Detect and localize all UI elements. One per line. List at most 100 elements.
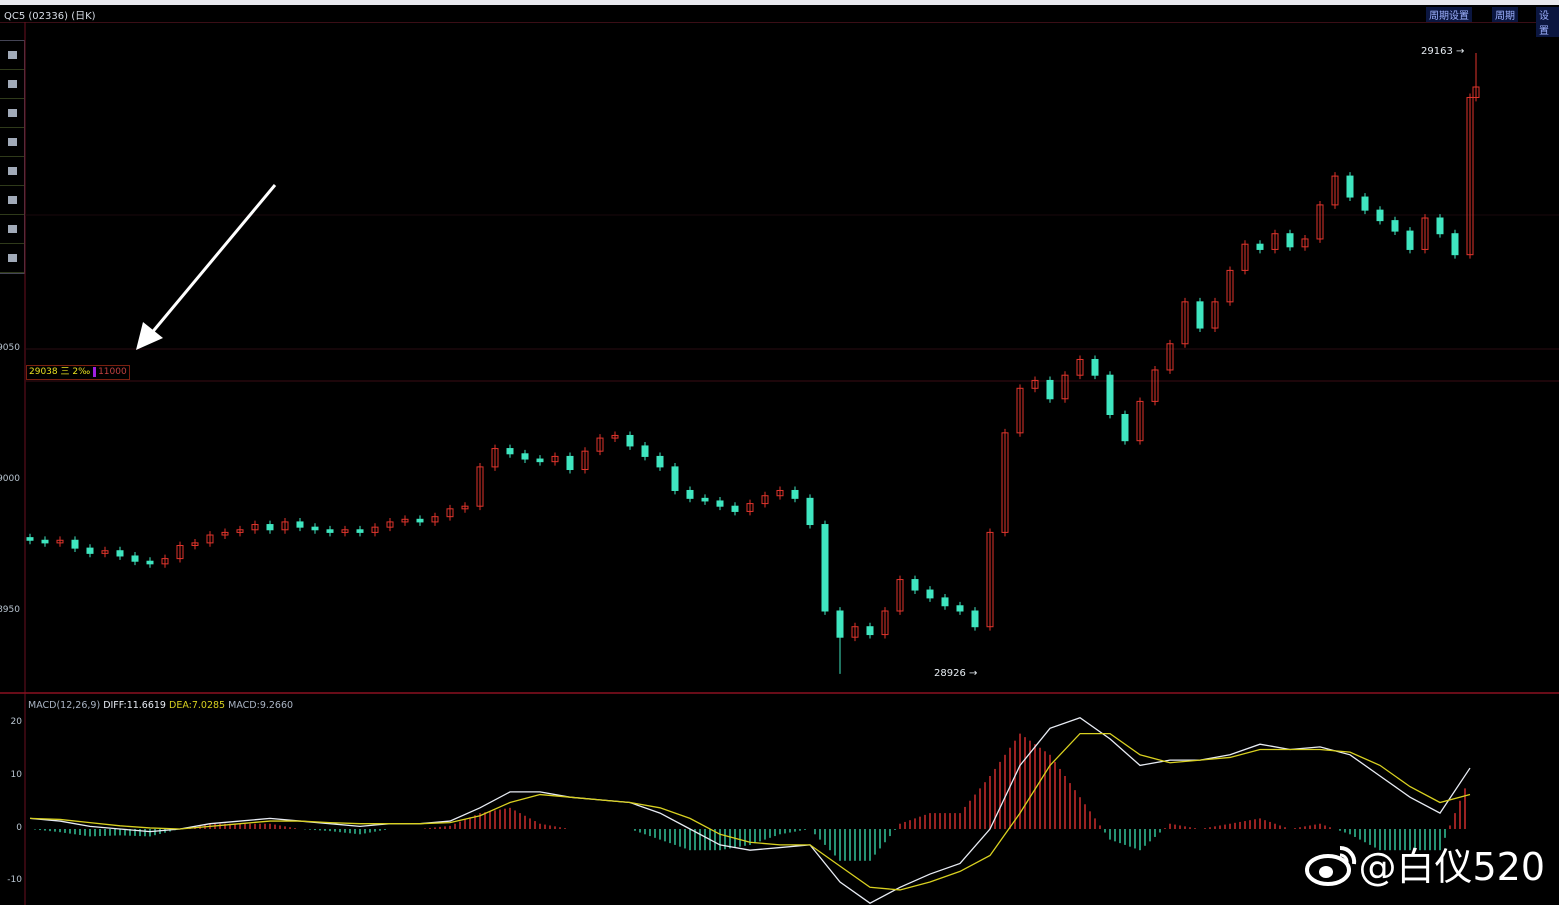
candle-body	[536, 458, 544, 463]
candle-body	[221, 531, 229, 536]
sidebar-tool-button[interactable]	[0, 215, 24, 244]
candle-body	[1271, 233, 1279, 250]
candle-body	[611, 434, 619, 439]
candle-body	[461, 505, 469, 510]
title-bar: QC5 (02336) (日K) 周期设置 周期 设置	[0, 5, 1559, 37]
candle-body	[476, 466, 484, 507]
sidebar-tool-button[interactable]	[0, 41, 24, 70]
candle-body	[56, 539, 64, 544]
candle-body	[836, 610, 844, 638]
sidebar-tool-button[interactable]	[0, 128, 24, 157]
candle-body	[851, 626, 859, 638]
candle-body	[206, 534, 214, 544]
sidebar-tool-button[interactable]	[0, 157, 24, 186]
period-settings-button[interactable]: 周期设置	[1426, 7, 1472, 22]
candle-body	[1076, 358, 1084, 376]
candle-body	[881, 610, 889, 636]
high-value: 29163	[1421, 46, 1453, 57]
sidebar-tool-button[interactable]	[0, 70, 24, 99]
tool-icon	[7, 138, 17, 146]
candle-body	[551, 455, 559, 463]
candle-body	[401, 518, 409, 523]
period-button[interactable]: 周期	[1492, 7, 1518, 22]
candle-body	[566, 455, 574, 471]
tool-icon	[7, 254, 17, 262]
candle-body	[1016, 387, 1024, 434]
candle-body	[1436, 217, 1444, 235]
candle-body	[1226, 269, 1234, 303]
candle-body	[386, 521, 394, 528]
y-tick-label: 29000	[0, 474, 20, 484]
info-price: 29038	[29, 367, 58, 377]
candle-body	[1376, 209, 1384, 222]
high-price-label: 29163 →	[1421, 46, 1465, 57]
candle-body	[1391, 220, 1399, 232]
macd-legend-name: MACD(12,26,9)	[28, 700, 101, 711]
candle-body	[311, 526, 319, 531]
macd-y-tick: 20	[10, 717, 22, 727]
annotation-arrow-shaft	[148, 184, 277, 336]
candle-body	[26, 537, 34, 541]
candle-body	[1031, 379, 1039, 389]
candle-body	[1241, 243, 1249, 271]
settings-button[interactable]: 设置	[1536, 7, 1559, 37]
candle-body	[866, 626, 874, 636]
candle-body	[341, 529, 349, 533]
candle-body	[371, 526, 379, 533]
y-tick-label: 29050	[0, 343, 20, 353]
candle-body	[1451, 233, 1459, 256]
candle-body	[146, 560, 154, 565]
candle-body	[1106, 374, 1114, 416]
candle-body	[431, 516, 439, 523]
candle-body	[1361, 196, 1369, 211]
watermark: @白仪520	[1304, 836, 1545, 891]
info-mid: 三 2‰	[60, 367, 91, 377]
candle-body	[101, 550, 109, 554]
candle-body	[131, 555, 139, 562]
sidebar-tool-button[interactable]	[0, 244, 24, 273]
chart-title: QC5 (02336) (日K)	[4, 11, 96, 22]
candle-body	[296, 521, 304, 528]
macd-legend-diff: DIFF:11.6619	[103, 700, 166, 711]
candle-body	[416, 518, 424, 523]
low-value: 28926	[934, 668, 966, 679]
sidebar-tool-button[interactable]	[0, 99, 24, 128]
candle-body	[116, 550, 124, 557]
candle-body	[491, 448, 499, 468]
diff-line	[29, 716, 1471, 904]
candle-body	[731, 505, 739, 512]
candle-body	[1061, 374, 1069, 400]
tool-icon	[7, 196, 17, 204]
candle-body	[716, 500, 724, 507]
candle-body	[701, 497, 709, 502]
candle-body	[941, 597, 949, 607]
candle-body	[326, 529, 334, 533]
dea-line	[29, 732, 1471, 891]
candle-body	[791, 489, 799, 499]
candle-body	[1472, 86, 1480, 98]
candle-body	[1121, 414, 1129, 442]
candle-body	[1301, 238, 1309, 248]
macd-legend: MACD(12,26,9) DIFF:11.6619 DEA:7.0285 MA…	[28, 700, 293, 711]
candle-body	[896, 579, 904, 612]
candle-body	[191, 542, 199, 547]
candle-body	[1151, 369, 1159, 402]
candle-body	[281, 521, 289, 531]
candle-body	[1211, 301, 1219, 329]
candle-body	[1346, 175, 1354, 198]
candle-body	[926, 589, 934, 599]
candle-body	[1166, 343, 1174, 371]
candle-body	[1256, 243, 1264, 250]
candle-body	[806, 497, 814, 526]
macd-y-tick: 10	[10, 770, 22, 780]
candle-body	[1406, 230, 1414, 250]
candle-body	[971, 610, 979, 628]
candle-body	[266, 524, 274, 531]
candle-body	[41, 539, 49, 544]
candle-body	[911, 579, 919, 591]
macd-legend-dea: DEA:7.0285	[169, 700, 226, 711]
candle-body	[641, 445, 649, 457]
tool-icon	[7, 225, 17, 233]
sidebar-tool-button[interactable]	[0, 186, 24, 215]
candle-body	[761, 495, 769, 505]
